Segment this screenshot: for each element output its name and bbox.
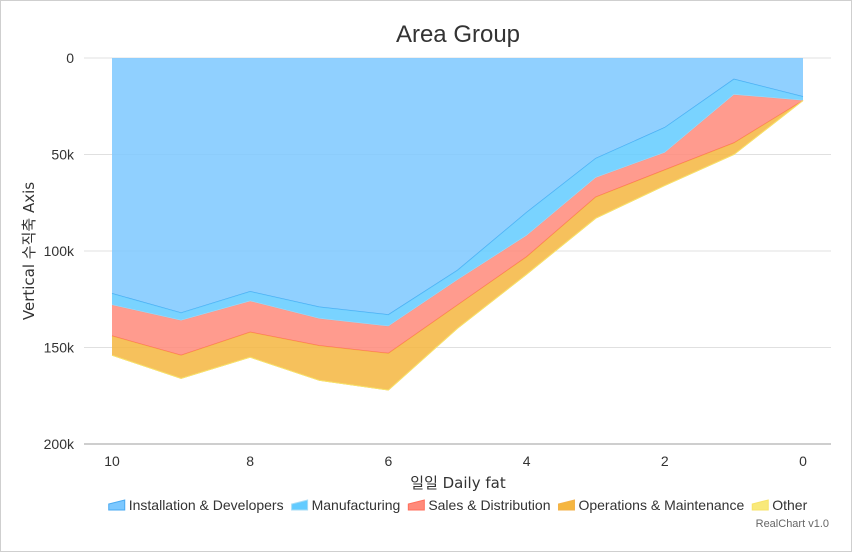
area-manufacturing [112,79,803,327]
legend-item-manufacturing[interactable]: Manufacturing [291,497,401,513]
legend-label: Other [772,497,807,513]
x-axis-title: 일일 Daily fat [410,474,506,492]
y-tick-label: 150k [44,340,75,356]
x-tick-label: 0 [799,453,807,469]
legend-label: Operations & Maintenance [578,497,744,513]
y-tick-label: 50k [51,147,75,163]
y-tick-label: 100k [44,243,75,259]
y-tick-label: 0 [66,50,74,66]
legend-item-other[interactable]: Other [751,497,808,513]
legend-label: Sales & Distribution [428,497,550,513]
legend-swatch [557,499,575,511]
y-axis-ticks: 0 50k 100k 150k 200k [44,50,75,452]
x-tick-label: 10 [104,453,120,469]
area-series [111,58,804,391]
x-tick-label: 8 [246,453,254,469]
area-sales-distribution [112,94,803,356]
legend-swatch [751,499,769,511]
legend-item-installation-developers[interactable]: Installation & Developers [108,497,284,513]
legend-label: Installation & Developers [129,497,284,513]
chart-title: Area Group [396,21,520,48]
area-installation-developers [112,58,803,315]
x-tick-label: 4 [523,453,531,469]
legend-swatch [407,499,425,511]
x-axis-ticks: 10 8 6 4 2 0 [104,453,807,469]
legend-swatch [108,499,126,511]
credit-label: RealChart v1.0 [756,518,829,530]
legend-item-sales-distribution[interactable]: Sales & Distribution [407,497,550,513]
legend-label: Manufacturing [312,497,401,513]
x-tick-label: 6 [385,453,393,469]
legend-item-operations-maintenance[interactable]: Operations & Maintenance [557,497,744,513]
area-line-other [111,100,804,391]
y-axis-title: Vertical 수직축 Axis [20,182,38,320]
area-operations-maintenance [112,100,803,390]
legend: Installation & Developers Manufacturing Sa… [108,497,808,513]
legend-swatch [291,499,309,511]
x-tick-label: 2 [661,453,669,469]
y-tick-label: 200k [44,436,75,452]
